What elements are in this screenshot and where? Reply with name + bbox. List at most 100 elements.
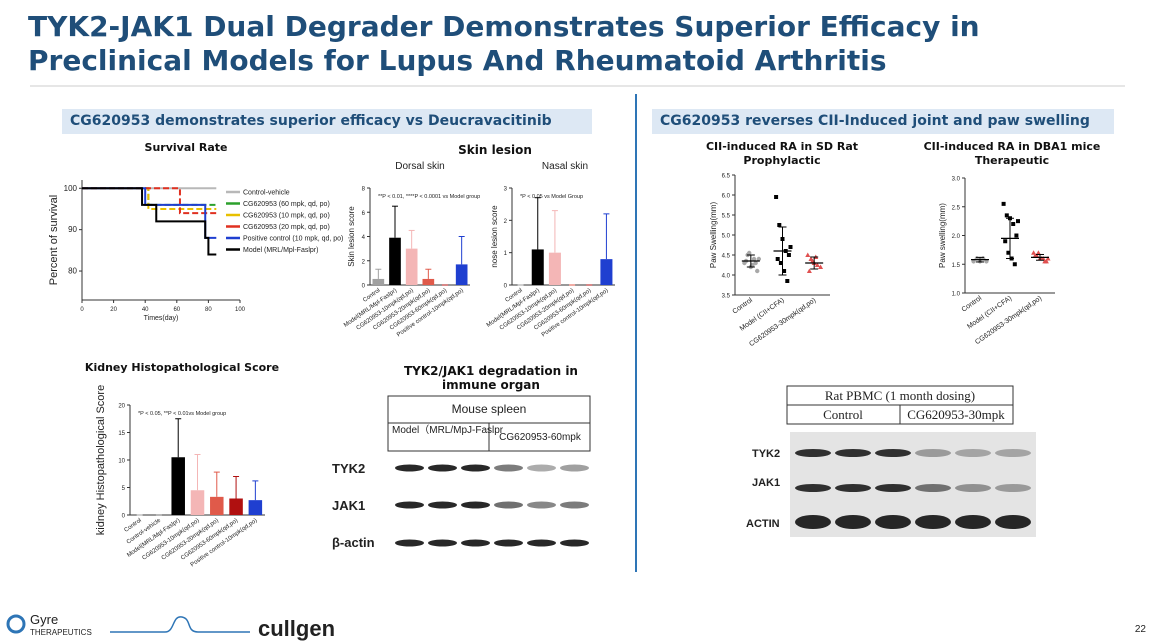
blot-band <box>995 515 1031 529</box>
data-point <box>777 223 782 227</box>
data-point <box>1035 250 1041 255</box>
y-tick-label: 6 <box>362 211 366 217</box>
y-tick-label: 80 <box>68 267 77 276</box>
chart-title: CII-induced RA in DBA1 mice Therapeutic <box>923 140 1101 167</box>
survival-line <box>82 187 217 215</box>
blot-band <box>795 449 831 457</box>
blot-header: Rat PBMC (1 month dosing) <box>825 388 975 403</box>
blot-band <box>915 515 951 529</box>
bar <box>190 490 205 515</box>
annotation: *P < 0.05, **P < 0.01vs Model group <box>138 411 226 417</box>
blot-band <box>835 515 871 529</box>
x-tick-label: 20 <box>110 307 117 313</box>
blot-band <box>835 484 871 492</box>
y-tick-label: 0 <box>362 284 366 290</box>
x-tick-label: 40 <box>142 307 149 313</box>
y-tick-label: 5.0 <box>722 234 731 240</box>
chart-title: Kidney Histopathological Score <box>84 361 280 374</box>
y-tick-label: 10 <box>118 459 125 465</box>
y-tick-label: 90 <box>68 225 77 234</box>
logo-line <box>110 616 250 633</box>
survival-line <box>82 187 217 256</box>
blot-band <box>428 501 457 509</box>
bar <box>389 237 401 285</box>
bar <box>531 249 544 285</box>
bar <box>405 248 418 285</box>
bar <box>455 264 468 285</box>
annotation: **P < 0.01, ****P < 0.0001 vs Model grou… <box>378 194 480 200</box>
bar <box>229 498 243 515</box>
blot-group: Model（MRL/MpJ-Faslpr <box>392 424 504 436</box>
y-tick-label: 4.5 <box>722 254 731 260</box>
y-tick-label: 3.0 <box>952 177 961 183</box>
blot-band <box>915 449 951 457</box>
blot-band <box>494 501 523 509</box>
blot-band <box>995 449 1031 457</box>
y-axis-label: Skin lesion score <box>347 206 356 267</box>
data-point <box>756 256 762 262</box>
blot-band <box>835 449 871 457</box>
slide-title: TYK2-JAK1 Dual Degrader Demonstrates Sup… <box>28 10 980 77</box>
blot-band <box>995 484 1031 492</box>
legend-label: CG620953 (20 mpk, qd, po) <box>243 224 330 231</box>
y-axis-label: kidney Histopathological Score <box>95 385 107 535</box>
blot-band <box>494 539 523 547</box>
blot-band <box>915 484 951 492</box>
data-point <box>755 268 760 274</box>
blot-band <box>527 464 556 472</box>
y-tick-label: 5 <box>122 486 126 492</box>
data-point <box>818 264 824 269</box>
blot-band <box>395 539 424 547</box>
data-point <box>1001 201 1006 206</box>
blot-band <box>395 501 424 509</box>
data-point <box>1014 233 1019 238</box>
y-tick-label: 0 <box>122 514 126 520</box>
blot-band <box>875 515 911 529</box>
blot-band <box>428 464 457 472</box>
data-point <box>806 268 812 273</box>
y-axis-label: Paw swelling(mm) <box>938 203 947 268</box>
blot-row: TYK2 <box>752 448 780 460</box>
logo-text: cullgen <box>258 616 335 641</box>
data-point <box>805 252 811 257</box>
y-tick-label: 6.0 <box>722 194 731 200</box>
blot-band <box>428 539 457 547</box>
y-tick-label: 1 <box>504 251 508 257</box>
data-point <box>782 269 787 273</box>
data-point <box>785 279 790 283</box>
data-point <box>1011 222 1016 226</box>
data-point <box>1003 239 1008 244</box>
chart-title: Skin lesion <box>458 143 532 157</box>
data-point <box>788 245 793 249</box>
blot-band <box>560 539 589 547</box>
data-point <box>1006 250 1011 255</box>
data-point <box>753 260 758 266</box>
blot-header: Mouse spleen <box>452 402 527 416</box>
blot-band <box>875 449 911 457</box>
blot-row: β-actin <box>332 535 375 550</box>
survival-line <box>82 187 217 210</box>
chart-title: CII-induced RA in SD Rat Prophylactic <box>705 140 859 167</box>
y-tick-label: 15 <box>118 431 125 437</box>
data-point <box>778 261 783 265</box>
blot-band <box>955 449 991 457</box>
y-tick-label: 2.0 <box>952 234 961 240</box>
legend-label: CG620953 (60 mpk, qd, po) <box>243 201 330 208</box>
y-tick-label: 20 <box>118 404 125 410</box>
data-point <box>775 257 780 261</box>
x-tick-label: 60 <box>173 307 180 313</box>
data-point <box>747 250 752 256</box>
page-number: 22 <box>1135 624 1147 635</box>
data-point <box>774 195 779 199</box>
data-point <box>1031 250 1037 255</box>
bar <box>548 252 561 285</box>
y-axis-label: Percent of survival <box>48 195 60 285</box>
blot-background <box>790 432 1036 537</box>
blot-band <box>955 484 991 492</box>
x-tick-label: Control <box>961 295 984 314</box>
chart-title: Survival Rate <box>144 141 228 154</box>
x-tick-label: Control <box>731 297 754 316</box>
section-heading: CG620953 demonstrates superior efficacy … <box>62 109 592 134</box>
